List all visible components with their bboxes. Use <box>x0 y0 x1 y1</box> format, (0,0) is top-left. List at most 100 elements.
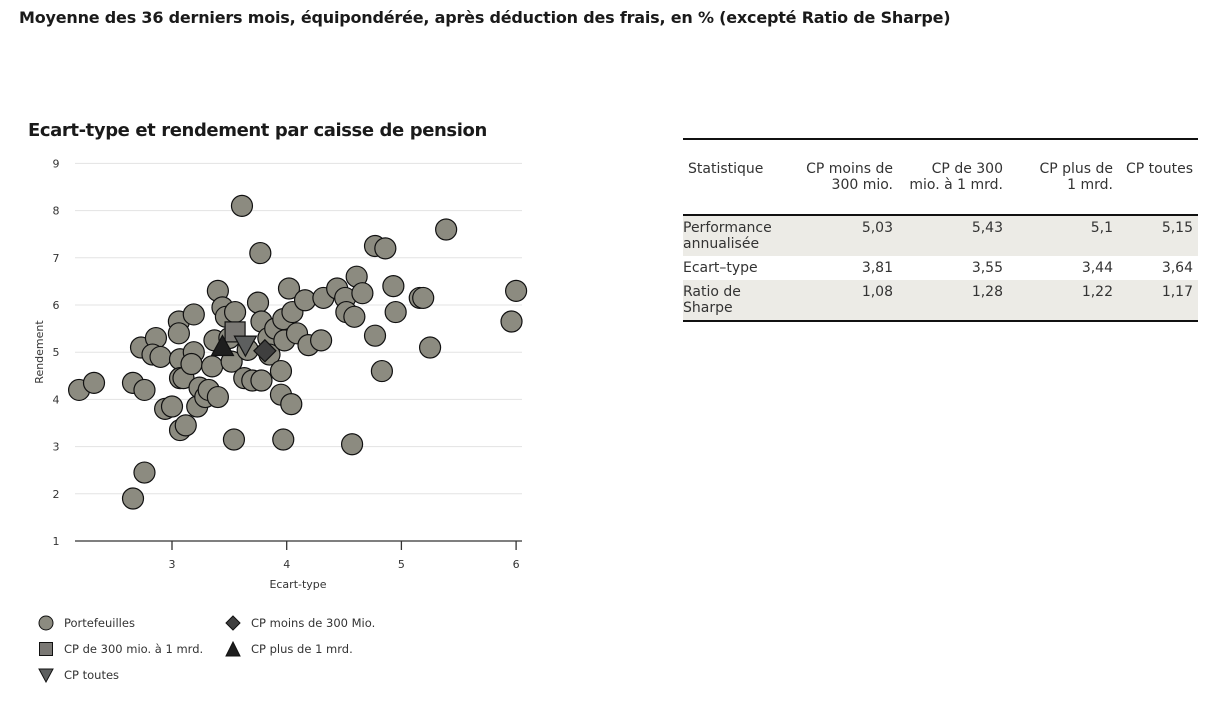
y-axis-title: Rendement <box>33 320 46 384</box>
y-axis-ticks: 1 2 3 4 5 6 7 8 9 <box>53 157 60 548</box>
circle-marker <box>382 275 405 298</box>
y-tick-label: 8 <box>53 205 60 218</box>
legend-label: Portefeuilles <box>64 616 135 630</box>
legend-label: CP moins de 300 Mio. <box>251 616 376 630</box>
table-header-row: Statistique CP moins de 300 mio. CP de 30… <box>683 138 1198 216</box>
circle-marker <box>269 359 293 383</box>
table-cell: 3,55 <box>971 260 1003 276</box>
table-cell: 5,15 <box>1161 220 1193 236</box>
circle-marker <box>418 336 442 359</box>
table-row: Ratio de Sharpe 1,08 1,28 1,22 1,17 <box>683 280 1198 322</box>
diamond-marker <box>253 338 277 363</box>
table-row: Ecart–type 3,81 3,55 3,44 3,64 <box>683 256 1198 280</box>
circle-marker <box>340 433 364 456</box>
table-cell: 3,64 <box>1161 260 1193 276</box>
table-row: Performance annualisée 5,03 5,43 5,1 5,15 <box>683 215 1198 256</box>
circle-marker <box>272 428 295 451</box>
page-title: Moyenne des 36 derniers mois, équipondér… <box>19 8 951 27</box>
circle-marker <box>180 352 203 376</box>
circle-marker <box>500 310 523 333</box>
circle-marker <box>149 345 172 369</box>
legend-item-cp-300-1mrd: CP de 300 mio. à 1 mrd. <box>38 641 203 657</box>
legend-item-cp-plus-1mrd: CP plus de 1 mrd. <box>225 641 353 657</box>
circle-marker-icon <box>38 615 54 631</box>
circle-marker <box>160 395 184 418</box>
y-tick-label: 6 <box>53 299 60 312</box>
y-tick-label: 7 <box>53 252 60 265</box>
triangle-down-marker-icon <box>38 668 54 683</box>
table-cell: 1,17 <box>1118 280 1198 322</box>
y-tick-label: 2 <box>53 488 60 501</box>
circle-marker <box>182 303 205 326</box>
legend-label: CP toutes <box>64 668 120 682</box>
circle-marker <box>310 329 333 352</box>
circle-marker <box>201 355 224 378</box>
circle-marker <box>374 237 397 260</box>
column-header-cp-moins-300: CP moins de 300 mio. <box>788 138 898 216</box>
circle-marker <box>250 369 273 392</box>
circle-marker <box>223 300 247 324</box>
circle-marker <box>249 241 272 265</box>
y-tick-label: 9 <box>53 157 60 170</box>
circle-marker <box>277 277 301 300</box>
table-cell: 1,28 <box>898 280 1008 322</box>
triangle-up-marker <box>210 334 235 357</box>
x-tick-label: 4 <box>283 558 290 571</box>
circle-marker <box>133 378 156 402</box>
column-header-statistique: Statistique <box>683 138 788 216</box>
circle-marker <box>133 461 156 484</box>
circle-marker <box>351 282 374 305</box>
legend-item-portefeuilles: Portefeuilles <box>38 615 135 631</box>
triangle-down-marker <box>233 335 258 358</box>
circle-marker <box>412 286 435 310</box>
circle-marker <box>343 305 366 328</box>
y-tick-label: 3 <box>53 441 60 454</box>
circle-marker <box>174 414 197 437</box>
square-marker-icon <box>39 642 53 656</box>
y-tick-label: 4 <box>53 393 60 406</box>
circle-marker <box>280 393 303 416</box>
y-tick-label: 1 <box>53 535 60 548</box>
circle-marker <box>167 322 190 345</box>
group-markers <box>210 321 277 363</box>
diamond-marker-icon <box>225 615 241 631</box>
table-cell: 1,22 <box>1008 280 1118 322</box>
x-tick-label: 3 <box>169 558 176 571</box>
column-header-cp-plus-1mrd: CP plus de 1 mrd. <box>1008 138 1118 216</box>
chart-legend: Portefeuilles CP moins de 300 Mio. CP de… <box>38 615 418 695</box>
statistics-table: Statistique CP moins de 300 mio. CP de 30… <box>683 138 1198 322</box>
circle-marker <box>206 385 229 409</box>
table-cell: 5,03 <box>861 220 893 236</box>
table-cell: 5,43 <box>971 220 1003 236</box>
row-label: Performance annualisée <box>683 220 772 252</box>
table-cell: 1,08 <box>788 280 898 322</box>
circle-marker <box>246 291 270 314</box>
y-tick-label: 5 <box>53 346 60 359</box>
table-cell: 3,81 <box>861 260 893 276</box>
circle-marker <box>293 289 317 312</box>
x-tick-label: 6 <box>513 558 520 571</box>
scatter-chart: 1 2 3 4 5 6 7 8 9 3 4 5 6 Ecart-type Rendement <box>33 157 528 591</box>
x-axis-title: Ecart-type <box>269 578 326 591</box>
row-label: Ecart–type <box>683 260 758 276</box>
circle-marker <box>384 300 407 324</box>
chart-title: Ecart-type et rendement par caisse de pe… <box>28 120 487 141</box>
circle-marker <box>435 218 458 241</box>
x-tick-label: 5 <box>398 558 405 571</box>
circle-marker <box>121 487 145 510</box>
circle-marker <box>370 359 394 383</box>
column-header-cp-toutes: CP toutes <box>1118 138 1198 216</box>
circle-marker <box>504 279 528 302</box>
table-cell: 3,44 <box>1081 260 1113 276</box>
legend-label: CP plus de 1 mrd. <box>251 642 353 656</box>
table-cell: 5,1 <box>1090 220 1113 236</box>
legend-item-cp-moins-300: CP moins de 300 Mio. <box>225 615 375 631</box>
legend-label: CP de 300 mio. à 1 mrd. <box>64 642 204 656</box>
circle-marker <box>230 194 254 217</box>
x-axis: 3 4 5 6 <box>75 540 522 571</box>
row-label: Ratio de Sharpe <box>683 280 788 322</box>
circle-marker <box>363 324 387 347</box>
triangle-up-marker-icon <box>225 641 241 657</box>
circle-marker <box>222 428 246 451</box>
legend-item-cp-toutes: CP toutes <box>38 667 119 683</box>
